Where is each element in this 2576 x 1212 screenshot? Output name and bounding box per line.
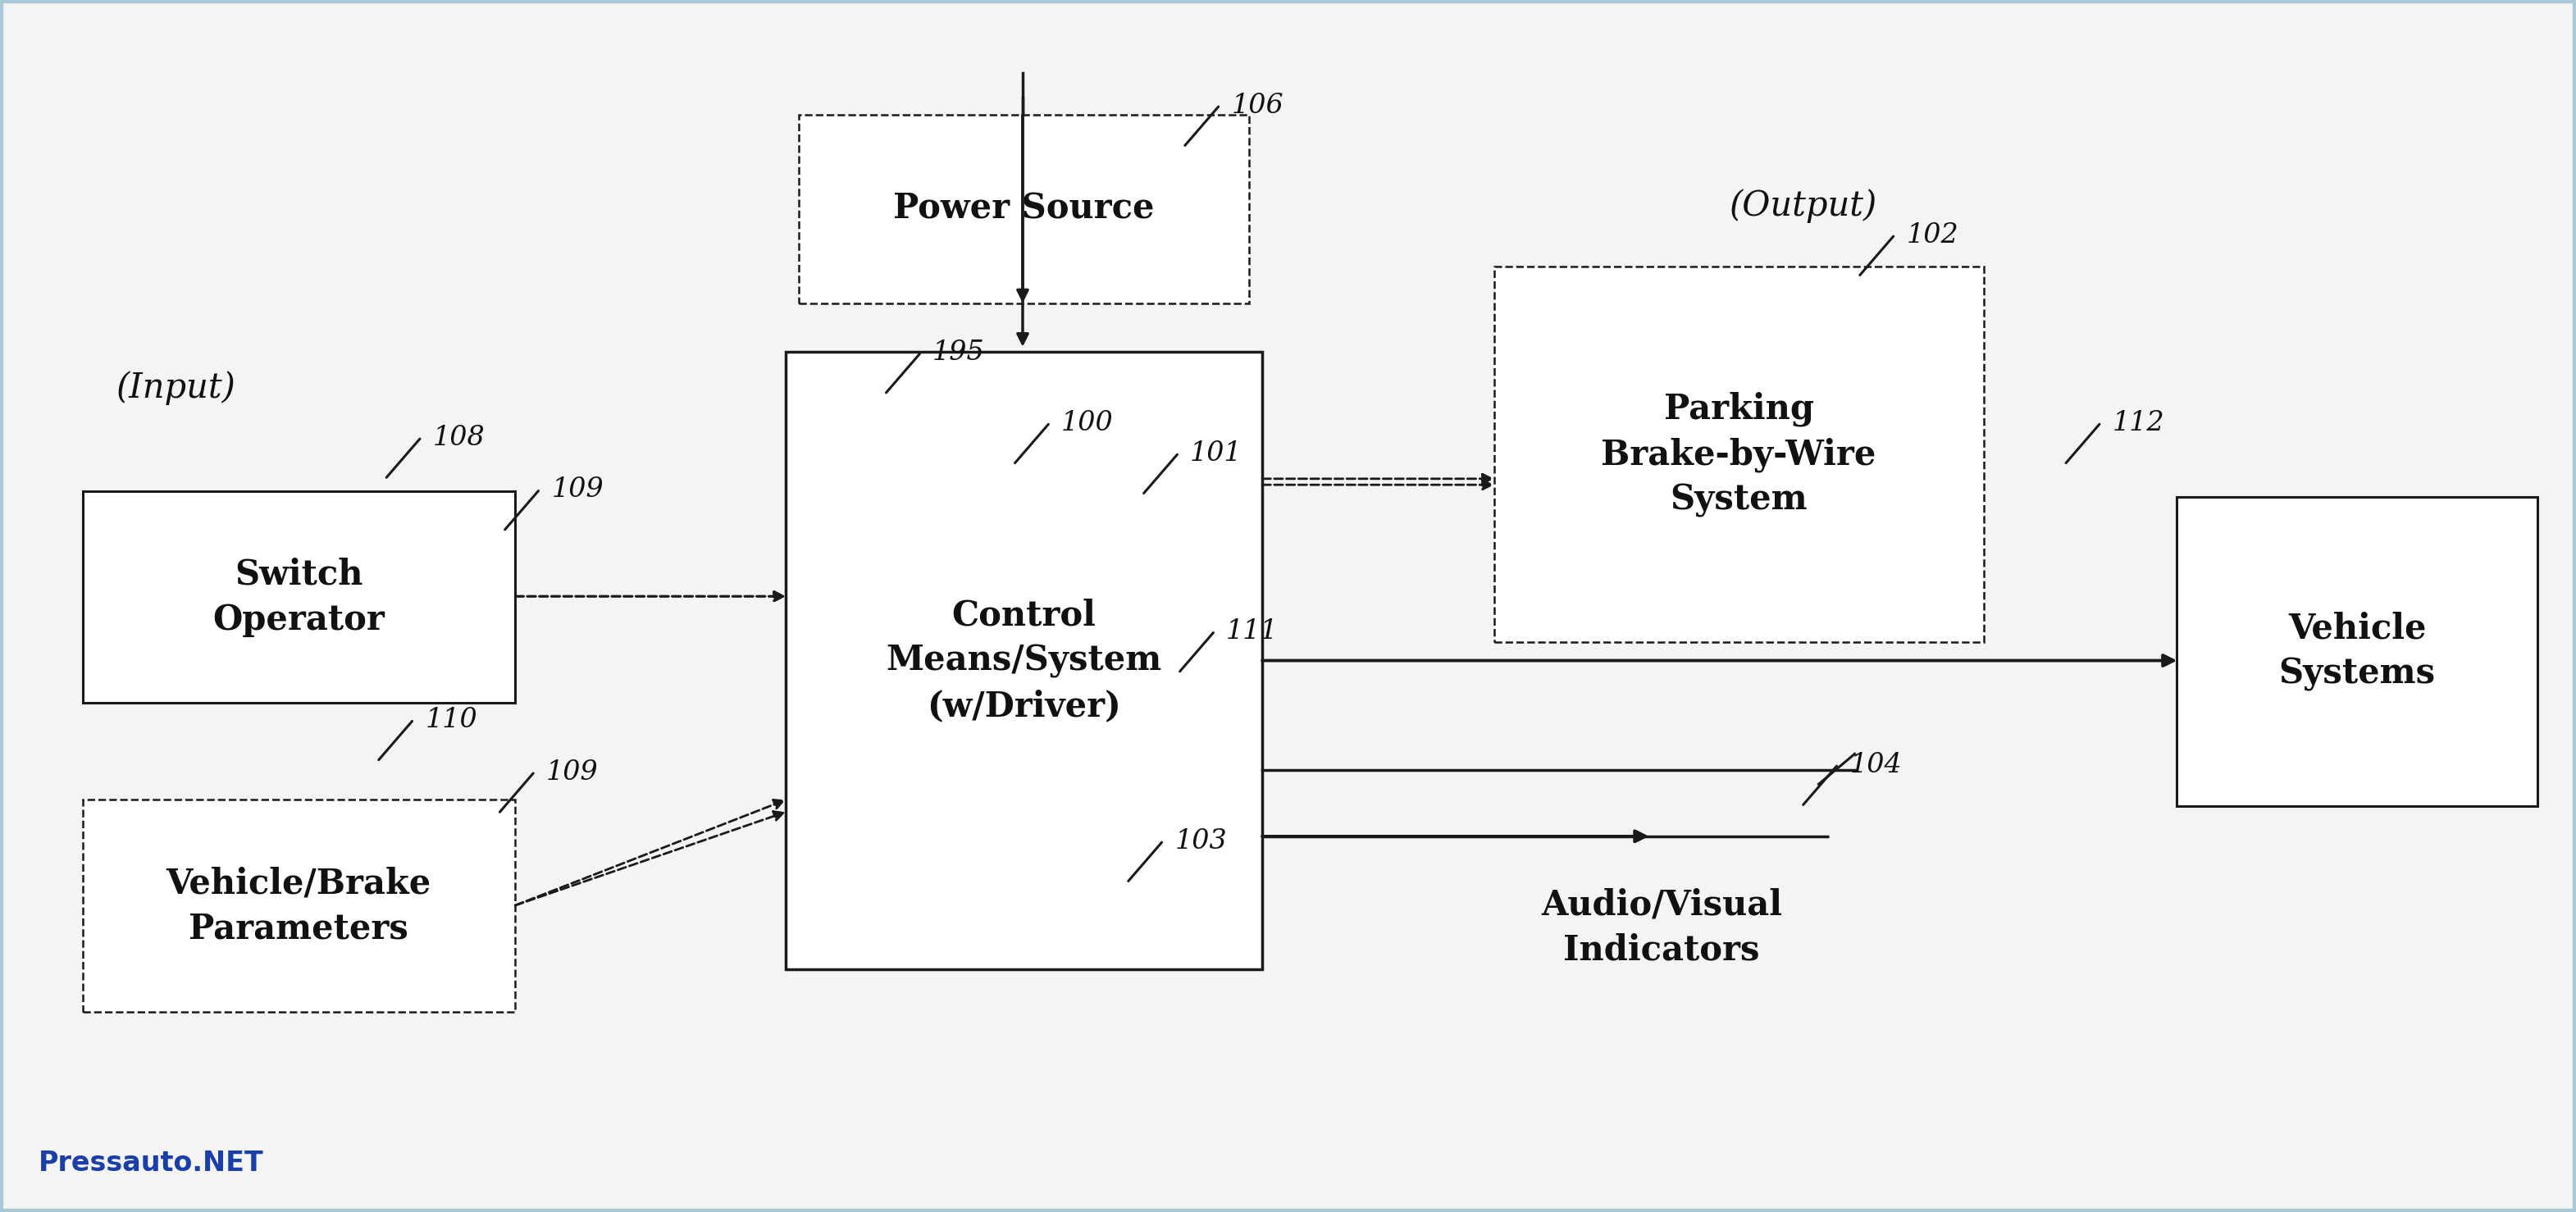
Text: 108: 108 [433,424,484,451]
FancyBboxPatch shape [786,351,1262,970]
Text: 101: 101 [1190,440,1242,467]
Text: Pressauto.NET: Pressauto.NET [39,1150,263,1177]
Text: 195: 195 [933,339,984,366]
Text: Vehicle
Systems: Vehicle Systems [2280,611,2434,692]
Text: 106: 106 [1231,92,1283,119]
Text: (Output): (Output) [1728,189,1878,223]
Text: Switch
Operator: Switch Operator [214,558,384,636]
Text: 109: 109 [546,759,598,785]
Text: Power Source: Power Source [894,191,1154,227]
Text: (Input): (Input) [116,371,234,405]
FancyBboxPatch shape [799,115,1249,303]
Text: 111: 111 [1226,618,1278,645]
Text: Control
Means/System
(w/Driver): Control Means/System (w/Driver) [886,598,1162,724]
Text: 112: 112 [2112,410,2164,436]
FancyBboxPatch shape [82,800,515,1012]
FancyBboxPatch shape [2177,497,2537,806]
Text: Audio/Visual
Indicators: Audio/Visual Indicators [1540,887,1783,967]
FancyBboxPatch shape [1494,267,1984,642]
Text: 100: 100 [1061,410,1113,436]
Text: 110: 110 [425,707,477,733]
Text: 104: 104 [1850,751,1901,778]
Text: 103: 103 [1175,828,1226,854]
FancyBboxPatch shape [82,491,515,703]
Text: Vehicle/Brake
Parameters: Vehicle/Brake Parameters [167,867,430,945]
Text: 109: 109 [551,476,603,503]
Text: Parking
Brake-by-Wire
System: Parking Brake-by-Wire System [1602,391,1875,518]
Text: 102: 102 [1906,222,1958,248]
